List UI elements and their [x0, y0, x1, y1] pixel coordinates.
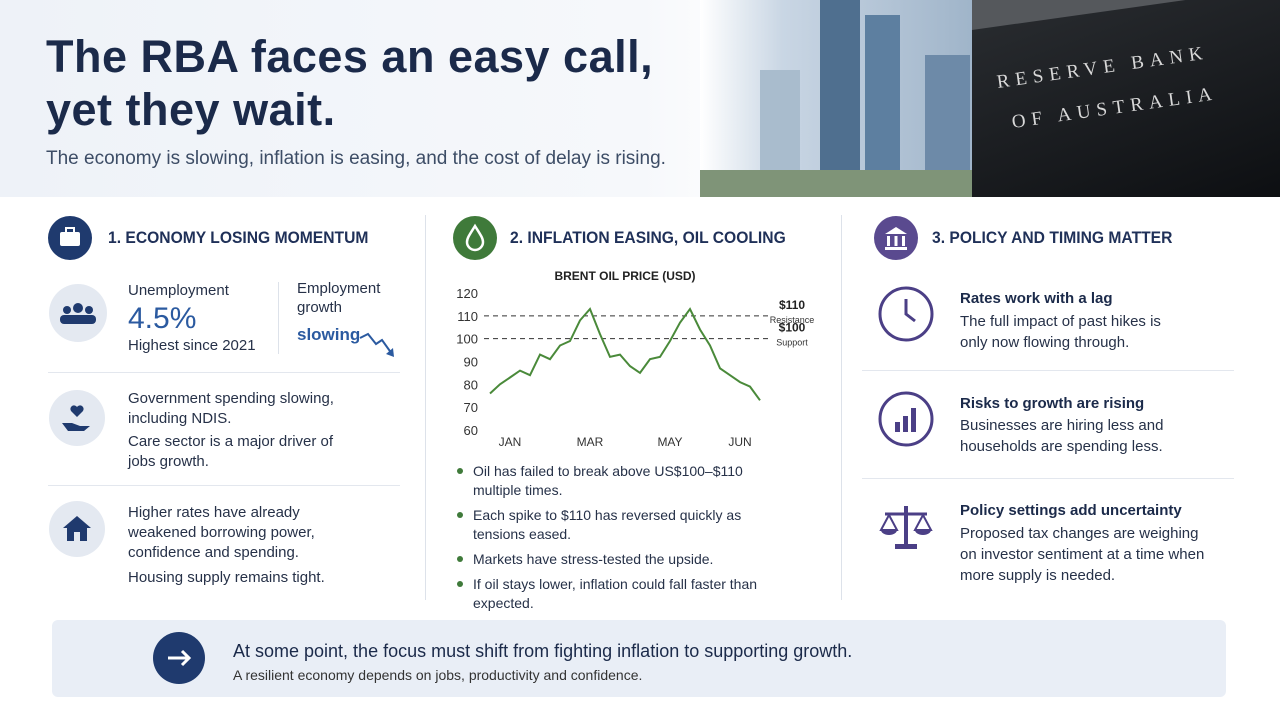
reference-note: Resistance — [770, 315, 815, 325]
people-icon — [49, 284, 107, 342]
item-text: The full impact of past hikes is only no… — [960, 313, 1161, 351]
bullet: Markets have stress-tested the upside. — [455, 550, 775, 569]
item-heading: Policy settings add uncertainty — [960, 502, 1182, 519]
bullet-dot — [457, 468, 463, 474]
sign-text: OF AUSTRALIA — [1010, 83, 1220, 133]
item-heading: Rates work with a lag — [960, 290, 1113, 307]
item-text: Housing supply remains tight. — [128, 569, 325, 586]
x-tick-label: MAY — [657, 435, 682, 449]
divider — [278, 282, 279, 354]
stat-note: Highest since 2021 — [128, 337, 256, 354]
reference-label: $110 — [779, 298, 805, 312]
footer-banner — [52, 620, 1226, 697]
divider — [425, 215, 426, 600]
item-text: Government spending slowing, including N… — [128, 390, 334, 427]
growth-icon — [878, 391, 934, 447]
bank-sign: RESERVE BANK OF AUSTRALIA — [972, 0, 1280, 197]
bullet-text: Each spike to $110 has reversed quickly … — [473, 507, 742, 542]
bullet: Each spike to $110 has reversed quickly … — [455, 506, 775, 544]
subtitle: The economy is slowing, inflation is eas… — [46, 148, 666, 169]
bullet-dot — [457, 581, 463, 587]
house-icon — [49, 501, 105, 557]
footer-text: A resilient economy depends on jobs, pro… — [233, 667, 643, 683]
bullet-list: Oil has failed to break above US$100–$11… — [455, 462, 775, 619]
item-text: Care sector is a major driver of jobs gr… — [128, 433, 334, 470]
y-tick-label: 100 — [456, 332, 478, 347]
item-text: Proposed tax changes are weighing on inv… — [960, 525, 1205, 584]
bullet-dot — [457, 512, 463, 518]
city-image — [700, 0, 975, 197]
section-title: 1. ECONOMY LOSING MOMENTUM — [108, 228, 369, 247]
clock-icon — [878, 286, 934, 342]
title: The RBA faces an easy call, yet they wait… — [46, 30, 653, 136]
section-title: 3. POLICY AND TIMING MATTER — [932, 228, 1173, 247]
bullet-text: Oil has failed to break above US$100–$11… — [473, 463, 743, 498]
arrow-icon — [153, 632, 205, 684]
bullet: Oil has failed to break above US$100–$11… — [455, 462, 775, 500]
trend-arrow — [359, 332, 394, 357]
stat-label: Unemployment — [128, 282, 229, 299]
divider — [862, 478, 1234, 479]
care-icon — [49, 390, 105, 446]
y-tick-label: 80 — [464, 377, 478, 392]
bullet-dot — [457, 556, 463, 562]
item-text: Businesses are hiring less and household… — [960, 417, 1164, 455]
item-text: Higher rates have already weakened borro… — [128, 504, 315, 561]
stat-value: 4.5% — [128, 302, 197, 335]
price-line — [489, 307, 761, 401]
divider — [48, 485, 400, 486]
y-tick-label: 90 — [464, 355, 478, 370]
y-tick-label: 110 — [457, 309, 478, 324]
bullet: If oil stays lower, inflation could fall… — [455, 575, 775, 613]
bullet-text: Markets have stress-tested the upside. — [473, 551, 714, 567]
section-icon — [48, 216, 92, 260]
y-tick-label: 70 — [464, 400, 478, 415]
title-line: yet they wait. — [46, 84, 336, 135]
sign-text: RESERVE BANK — [995, 42, 1210, 93]
y-tick-label: 60 — [464, 423, 478, 438]
section-title: 2. INFLATION EASING, OIL COOLING — [510, 228, 786, 247]
stat-label: Employment growth — [297, 280, 381, 316]
reference-note: Support — [776, 338, 808, 348]
scale-icon — [879, 506, 933, 549]
x-tick-label: JAN — [499, 435, 522, 449]
chart-title: BRENT OIL PRICE (USD) — [554, 269, 695, 283]
x-tick-label: JUN — [728, 435, 751, 449]
stat-value: slowing — [297, 325, 361, 344]
x-tick-label: MAR — [577, 435, 604, 449]
oil-chart: BRENT OIL PRICE (USD) 60 70 80 90 100 110 120 JA… — [456, 269, 815, 449]
divider — [48, 372, 400, 373]
title-line: The RBA faces an easy call, — [46, 31, 654, 82]
section-icon — [453, 216, 497, 260]
divider — [862, 370, 1234, 371]
item-heading: Risks to growth are rising — [960, 395, 1145, 412]
divider — [841, 215, 842, 600]
reference-label: $100 — [779, 321, 806, 335]
footer-heading: At some point, the focus must shift from… — [233, 641, 853, 661]
section-icon — [874, 216, 918, 260]
bullet-text: If oil stays lower, inflation could fall… — [473, 576, 758, 611]
y-tick-label: 120 — [456, 286, 478, 301]
